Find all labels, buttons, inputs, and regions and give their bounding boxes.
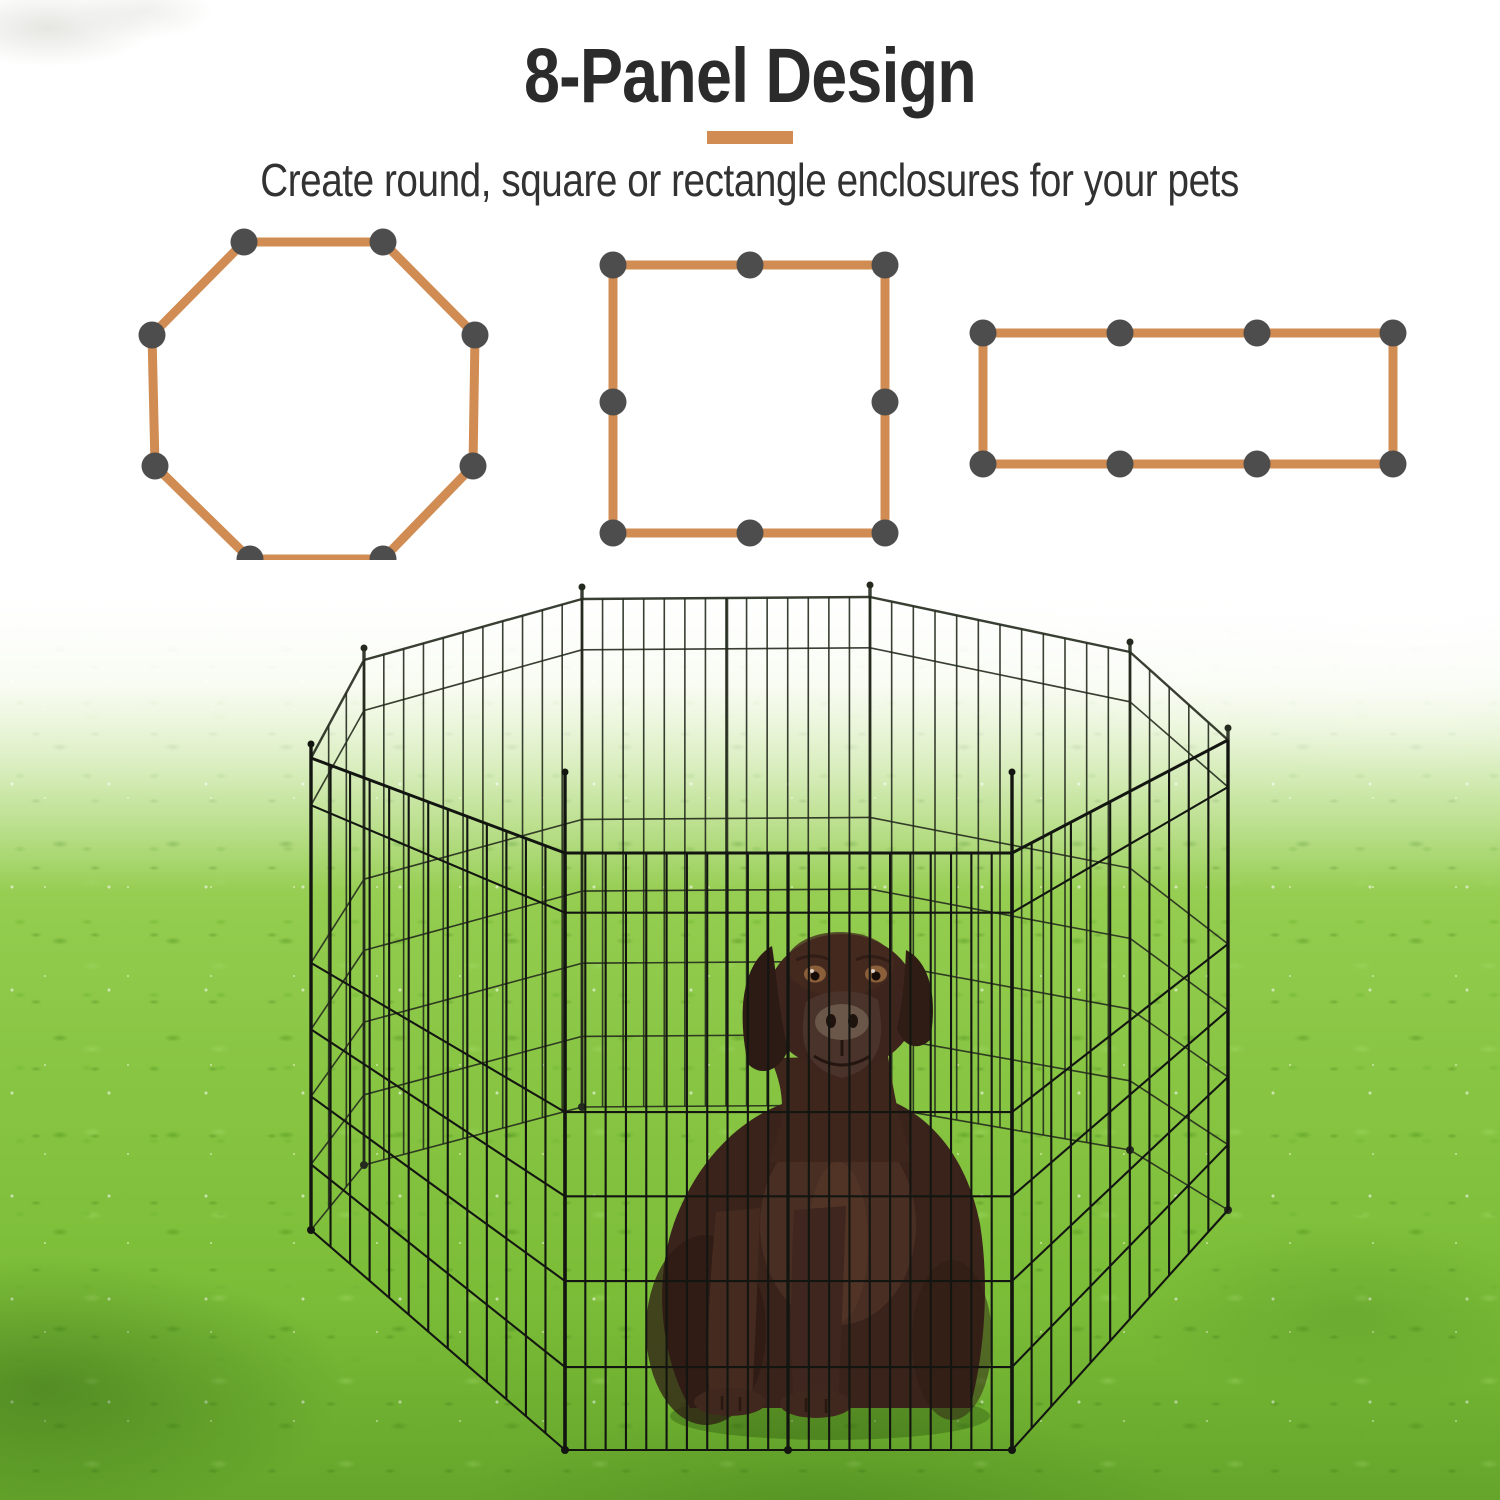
playpen-photo [0, 560, 1500, 1500]
dog-front-leg-left [708, 1208, 760, 1400]
dog-front-leg-right [791, 1206, 846, 1402]
dog-brows [795, 954, 891, 964]
dog-nose [815, 1004, 869, 1040]
dog-paw-right [780, 1390, 852, 1418]
page-subtitle: Create round, square or rectangle enclos… [0, 155, 1500, 206]
dog-paw-left [694, 1388, 766, 1416]
pen-panel-BC [1010, 738, 1230, 1451]
dog-toes [720, 1396, 828, 1413]
dog-crown [786, 932, 894, 996]
pen-panel-DE [868, 595, 1132, 1151]
playpen-scene [307, 581, 1232, 1454]
pen-panel-CD [1128, 651, 1230, 1211]
square-diagram [599, 251, 899, 547]
pen-panel-HA [309, 756, 567, 1451]
page-subtitle-text: Create round, square or rectangle enclos… [260, 154, 1240, 206]
dog-nostril-left [826, 1014, 836, 1028]
dog-eye-glint-right [871, 969, 875, 973]
panel-configuration-diagrams [138, 228, 1407, 573]
dog-ear-left [742, 946, 788, 1072]
corner-smudge [0, 0, 300, 140]
title-underline [707, 131, 793, 144]
octagon-diagram [138, 228, 489, 573]
playpen-front-panels [307, 738, 1230, 1454]
rectangle-diagram [969, 319, 1407, 478]
dog-illustration [646, 932, 992, 1440]
dog-mouth [813, 1040, 871, 1067]
dog-pupil-left [810, 971, 820, 981]
pen-panel-GH [309, 659, 366, 1231]
pen-panel-FG [362, 597, 584, 1166]
page-title: 8-Panel Design [0, 38, 1500, 115]
dog-eye-glint-left [810, 969, 814, 973]
dog-pupil-right [871, 971, 881, 981]
dog-ear-right [897, 950, 933, 1047]
page-title-text: 8-Panel Design [524, 33, 977, 119]
dog-neck [768, 1056, 914, 1162]
